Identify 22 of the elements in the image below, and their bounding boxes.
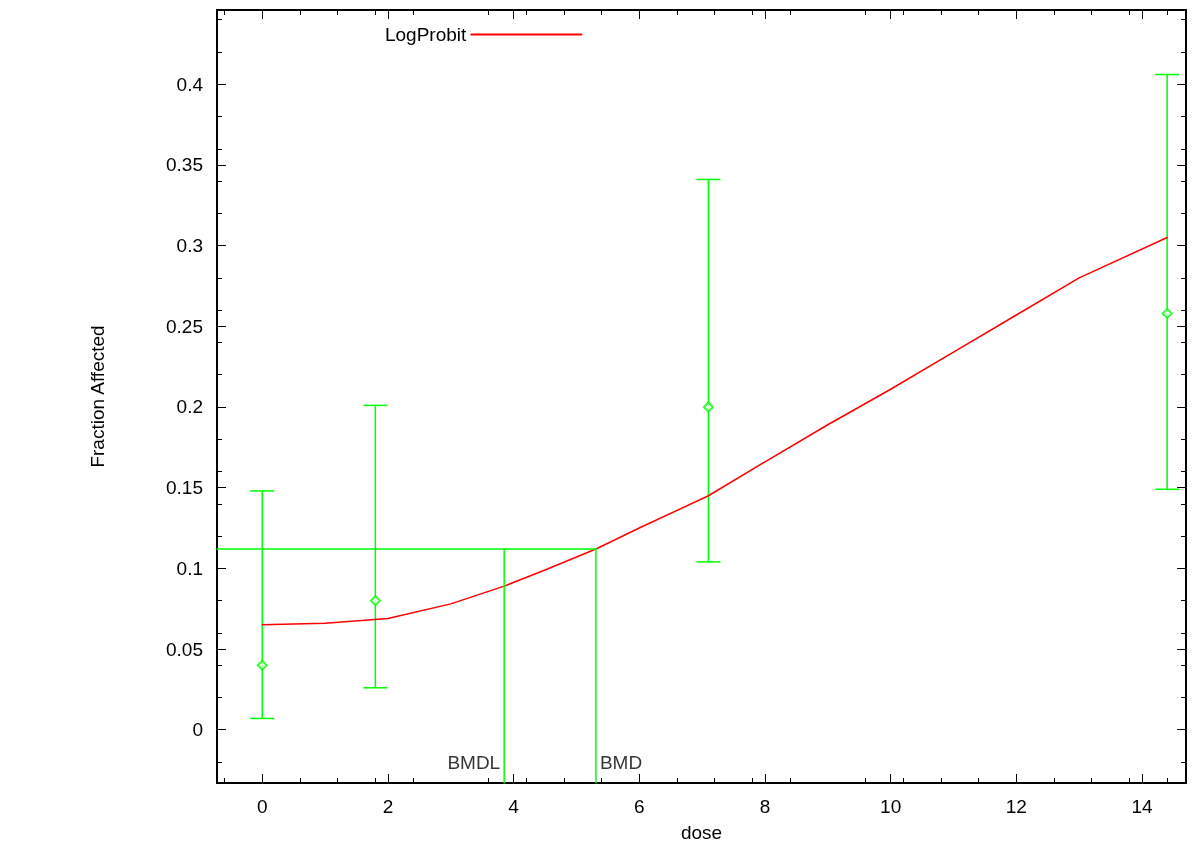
x-tick-label: 0: [256, 796, 268, 817]
annotation: BMD: [599, 751, 643, 773]
y-tick-label: 0.15: [166, 477, 203, 499]
x-tick-label: 12: [1005, 796, 1027, 817]
y-tick-label: 0.4: [176, 73, 204, 95]
x-tick-label: 6: [634, 796, 645, 817]
x-tick-label: 10: [880, 796, 902, 817]
x-tick-label: 8: [759, 796, 771, 817]
y-axis-title: Fraction Affected: [87, 325, 108, 468]
y-tick-label: 0.1: [176, 557, 203, 579]
y-tick-label: 0.05: [166, 638, 203, 660]
y-tick-label: 0.35: [166, 154, 203, 176]
x-axis-title: dose: [680, 822, 723, 843]
y-tick-label: 0.3: [176, 235, 203, 257]
y-tick-label: 0.25: [166, 315, 203, 337]
y-tick-label: 0.2: [176, 396, 203, 418]
annotation: BMDL: [447, 751, 501, 773]
y-tick-label: 0: [192, 719, 203, 741]
x-tick-label: 4: [508, 796, 520, 817]
x-tick-label: 2: [382, 796, 394, 817]
x-tick-label: 14: [1131, 796, 1154, 817]
text: LogProbit: [384, 24, 468, 45]
